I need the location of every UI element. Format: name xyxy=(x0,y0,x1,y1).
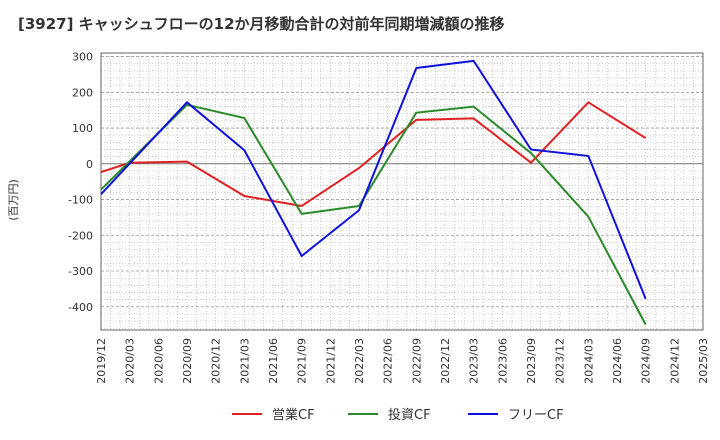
series xyxy=(100,59,647,326)
series-line-1 xyxy=(100,101,647,207)
legend-label-3: フリーCF xyxy=(508,408,564,423)
x-tick-label: 2021/06 xyxy=(267,338,280,384)
y-tick-label: 100 xyxy=(72,122,93,135)
y-tick-label: 200 xyxy=(72,86,93,99)
y-tick-label: -400 xyxy=(68,301,93,314)
x-tick-label: 2020/09 xyxy=(181,338,194,384)
x-tick-label: 2019/12 xyxy=(95,338,108,384)
x-tick-label: 2021/09 xyxy=(296,338,309,384)
legend-label-2: 投資CF xyxy=(388,407,431,423)
x-tick-label: 2025/03 xyxy=(697,338,710,384)
x-tick-label: 2021/12 xyxy=(324,338,337,384)
legend-label-1: 営業CF xyxy=(272,407,315,423)
x-tick-label: 2022/06 xyxy=(382,338,395,384)
x-tick-label: 2024/09 xyxy=(640,338,653,384)
chart-title: [3927] キャッシュフローの12か月移動合計の対前年同期増減額の推移 xyxy=(18,15,505,33)
x-tick-label: 2020/12 xyxy=(210,338,223,384)
legend: 営業CF 投資CF フリーCF xyxy=(232,407,564,423)
grid xyxy=(100,53,704,330)
y-tick-label: 300 xyxy=(72,51,93,64)
y-tick-label: 0 xyxy=(86,158,93,171)
x-tick-label: 2021/03 xyxy=(238,338,251,384)
x-tick-label: 2023/09 xyxy=(525,338,538,384)
x-tick-label: 2022/03 xyxy=(353,338,366,384)
y-axis-label: (百万円) xyxy=(7,179,20,221)
x-tick-label: 2024/12 xyxy=(668,338,681,384)
x-tick-label: 2023/06 xyxy=(496,338,509,384)
x-tick-label: 2022/09 xyxy=(410,338,423,384)
x-tick-label: 2020/06 xyxy=(152,338,165,384)
y-tick-label: -200 xyxy=(68,229,93,242)
x-tick-labels: 2019/12 2020/03 2020/06 2020/09 2020/12 2021/… xyxy=(95,338,710,384)
x-tick-label: 2023/03 xyxy=(468,338,481,384)
y-tick-label: -100 xyxy=(68,194,93,207)
x-tick-label: 2023/12 xyxy=(554,338,567,384)
y-tick-labels: 300 200 100 0 -100 -200 -300 -400 xyxy=(68,51,93,314)
x-tick-label: 2020/03 xyxy=(124,338,137,384)
y-tick-label: -300 xyxy=(68,265,93,278)
x-tick-label: 2024/03 xyxy=(582,338,595,384)
x-tick-label: 2022/12 xyxy=(439,338,452,384)
x-tick-label: 2024/06 xyxy=(611,338,624,384)
plot-frame xyxy=(100,52,704,331)
series-line-3 xyxy=(100,59,647,300)
series-line-2 xyxy=(100,103,647,326)
